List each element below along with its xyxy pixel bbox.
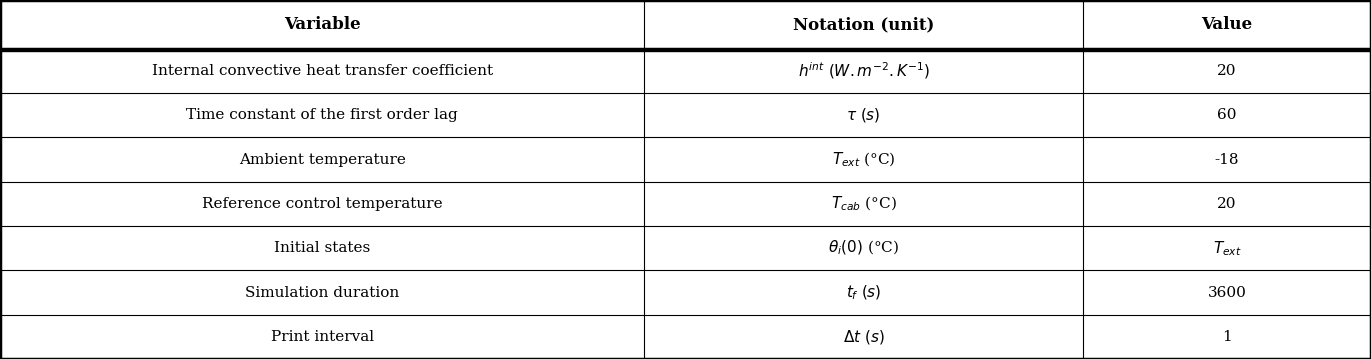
Text: Print interval: Print interval (270, 330, 374, 344)
Text: $T_{ext}$ (°C): $T_{ext}$ (°C) (832, 150, 895, 169)
Bar (0, 137, 1371, 182)
Text: Variable: Variable (284, 16, 361, 33)
Text: Time constant of the first order lag: Time constant of the first order lag (186, 108, 458, 122)
Text: Notation (unit): Notation (unit) (792, 16, 935, 33)
Text: 20: 20 (1217, 64, 1237, 78)
Text: 20: 20 (1217, 197, 1237, 211)
Text: $\Delta t$ $(s)$: $\Delta t$ $(s)$ (843, 328, 884, 346)
Text: $\tau$ $(s)$: $\tau$ $(s)$ (846, 106, 882, 124)
Bar (0, 182, 1371, 226)
Bar (0, 49, 1371, 93)
Bar (0, 270, 1371, 315)
Text: $\theta_i(0)$ (°C): $\theta_i(0)$ (°C) (828, 239, 899, 257)
Text: Reference control temperature: Reference control temperature (202, 197, 443, 211)
Text: $T_{ext}$: $T_{ext}$ (1213, 239, 1241, 257)
Bar (0, 0, 1371, 49)
Text: 1: 1 (1222, 330, 1233, 344)
Text: Initial states: Initial states (274, 241, 370, 255)
Text: Internal convective heat transfer coefficient: Internal convective heat transfer coeffi… (152, 64, 492, 78)
Text: $h^{int}$ $(W{.}m^{-2}{.}K^{-1})$: $h^{int}$ $(W{.}m^{-2}{.}K^{-1})$ (798, 61, 930, 81)
Text: -18: -18 (1215, 153, 1239, 167)
Text: Value: Value (1201, 16, 1253, 33)
Text: 60: 60 (1217, 108, 1237, 122)
Bar (0, 315, 1371, 359)
Bar (0, 226, 1371, 270)
Text: 3600: 3600 (1208, 285, 1246, 299)
Text: Ambient temperature: Ambient temperature (239, 153, 406, 167)
Text: $T_{cab}$ (°C): $T_{cab}$ (°C) (831, 195, 897, 213)
Text: $t_f$ $(s)$: $t_f$ $(s)$ (846, 283, 882, 302)
Bar (0, 93, 1371, 137)
Text: Simulation duration: Simulation duration (245, 285, 399, 299)
